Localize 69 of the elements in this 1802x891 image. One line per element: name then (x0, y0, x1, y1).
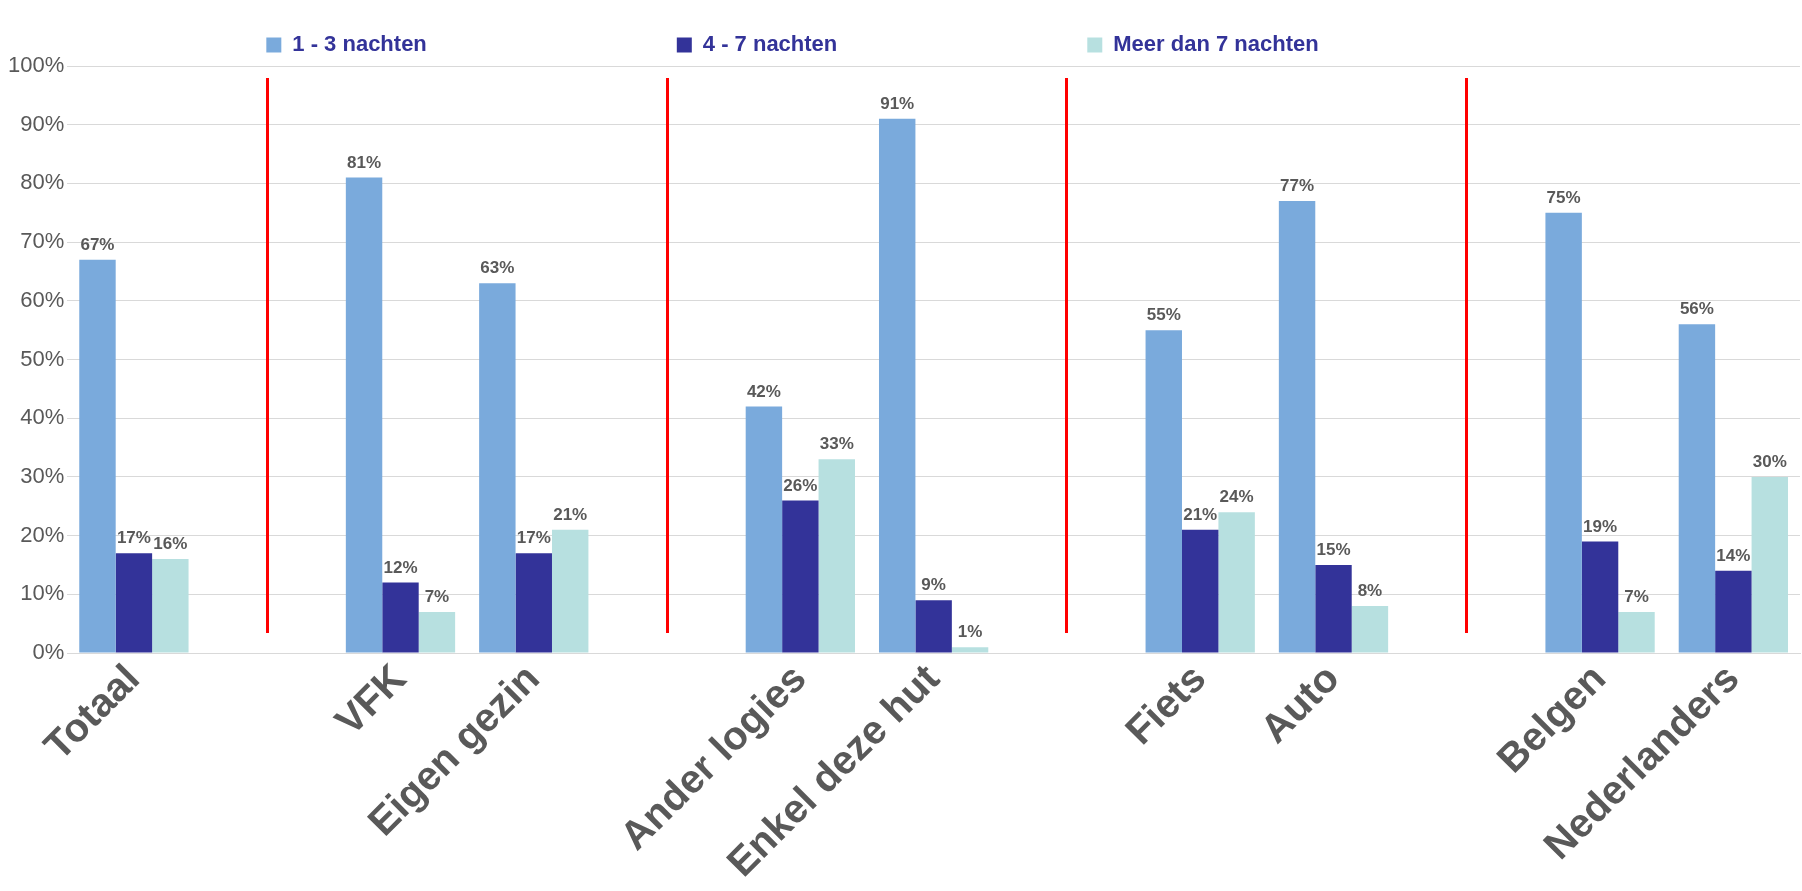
bar (515, 553, 552, 653)
bar (1218, 512, 1255, 653)
bar (79, 259, 116, 653)
bar (382, 582, 419, 653)
y-tick-label: 40% (20, 404, 65, 430)
data-label: 67% (80, 234, 115, 254)
legend-label: 1 - 3 nachten (292, 31, 647, 57)
y-tick-label: 10% (20, 580, 65, 606)
bar (1581, 541, 1619, 653)
data-label: 26% (783, 475, 818, 495)
data-label: 21% (553, 504, 588, 524)
y-tick-label: 30% (20, 462, 65, 488)
data-label: 56% (1679, 299, 1714, 319)
bar (745, 406, 783, 653)
y-tick-label: 0% (32, 639, 65, 665)
data-label: 42% (746, 381, 781, 401)
bar (479, 283, 516, 653)
bar (915, 600, 952, 653)
x-tick-label: VFK (326, 655, 415, 744)
y-tick-label: 20% (20, 521, 65, 547)
bar (1751, 476, 1788, 653)
data-label: 14% (1716, 546, 1751, 566)
bar (1715, 570, 1752, 653)
bar (115, 553, 153, 653)
data-label: 7% (424, 587, 450, 607)
bar (1545, 212, 1582, 653)
data-label: 7% (1624, 587, 1649, 607)
bar (1278, 201, 1316, 653)
bar (418, 611, 456, 653)
legend-label: 4 - 7 nachten (702, 31, 1058, 57)
bar (345, 177, 383, 653)
data-label: 17% (516, 528, 551, 548)
bar (782, 500, 819, 653)
bar (1351, 606, 1389, 653)
data-label: 24% (1219, 487, 1254, 507)
bar (878, 118, 916, 653)
data-label: 21% (1183, 504, 1218, 524)
data-label: 1% (957, 622, 983, 642)
legend-label: Meer dan 7 nachten (1113, 31, 1539, 57)
y-tick-label: 90% (20, 110, 65, 136)
data-label: 9% (921, 575, 946, 595)
y-tick-label: 70% (20, 228, 65, 254)
data-label: 15% (1316, 540, 1351, 560)
bar (1145, 330, 1182, 653)
data-label: 81% (347, 152, 382, 172)
data-label: 33% (819, 434, 854, 454)
bar (152, 559, 189, 653)
data-label: 8% (1357, 581, 1383, 601)
y-tick-label: 80% (20, 169, 65, 195)
bar (818, 459, 855, 653)
data-label: 91% (880, 94, 915, 114)
data-label: 63% (480, 258, 515, 278)
data-label: 77% (1280, 176, 1315, 196)
bar (551, 529, 589, 653)
y-tick-label: 60% (20, 286, 65, 312)
bar (1678, 324, 1716, 653)
data-label: 30% (1752, 452, 1787, 472)
data-label: 55% (1146, 305, 1181, 325)
data-label: 19% (1583, 516, 1618, 536)
y-tick-label: 50% (20, 345, 65, 371)
bar (951, 647, 989, 653)
data-label: 12% (383, 557, 418, 577)
data-label: 16% (153, 534, 188, 554)
bar (1315, 564, 1352, 653)
data-label: 75% (1546, 187, 1581, 207)
bar (1618, 611, 1655, 653)
data-label: 17% (116, 528, 151, 548)
bar (1181, 529, 1219, 653)
y-tick-label: 100% (7, 52, 65, 78)
